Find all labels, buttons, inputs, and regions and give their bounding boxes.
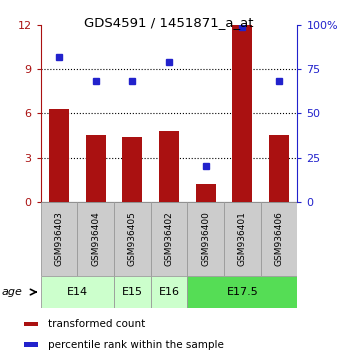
Text: GSM936402: GSM936402 bbox=[165, 212, 173, 266]
FancyBboxPatch shape bbox=[114, 202, 151, 276]
Text: GSM936400: GSM936400 bbox=[201, 211, 210, 267]
Bar bbox=[196, 184, 216, 202]
Bar bbox=[269, 136, 289, 202]
Text: GSM936405: GSM936405 bbox=[128, 211, 137, 267]
Text: E15: E15 bbox=[122, 287, 143, 297]
Text: GDS4591 / 1451871_a_at: GDS4591 / 1451871_a_at bbox=[84, 16, 254, 29]
Text: GSM936403: GSM936403 bbox=[54, 211, 64, 267]
Bar bbox=[86, 136, 106, 202]
FancyBboxPatch shape bbox=[261, 202, 297, 276]
Text: percentile rank within the sample: percentile rank within the sample bbox=[48, 340, 224, 350]
FancyBboxPatch shape bbox=[41, 202, 77, 276]
FancyBboxPatch shape bbox=[114, 276, 151, 308]
FancyBboxPatch shape bbox=[187, 276, 297, 308]
Bar bbox=[24, 321, 38, 326]
FancyBboxPatch shape bbox=[187, 202, 224, 276]
FancyBboxPatch shape bbox=[151, 202, 187, 276]
FancyBboxPatch shape bbox=[41, 276, 114, 308]
Bar bbox=[232, 25, 252, 202]
FancyBboxPatch shape bbox=[77, 202, 114, 276]
Text: E14: E14 bbox=[67, 287, 88, 297]
Bar bbox=[24, 342, 38, 347]
Bar bbox=[122, 137, 142, 202]
Text: transformed count: transformed count bbox=[48, 319, 145, 329]
Text: E17.5: E17.5 bbox=[226, 287, 258, 297]
Bar bbox=[159, 131, 179, 202]
Text: GSM936401: GSM936401 bbox=[238, 211, 247, 267]
Bar bbox=[49, 109, 69, 202]
Text: GSM936406: GSM936406 bbox=[274, 211, 284, 267]
FancyBboxPatch shape bbox=[151, 276, 187, 308]
Text: GSM936404: GSM936404 bbox=[91, 212, 100, 266]
FancyBboxPatch shape bbox=[224, 202, 261, 276]
Text: age: age bbox=[2, 287, 23, 297]
Text: E16: E16 bbox=[159, 287, 179, 297]
